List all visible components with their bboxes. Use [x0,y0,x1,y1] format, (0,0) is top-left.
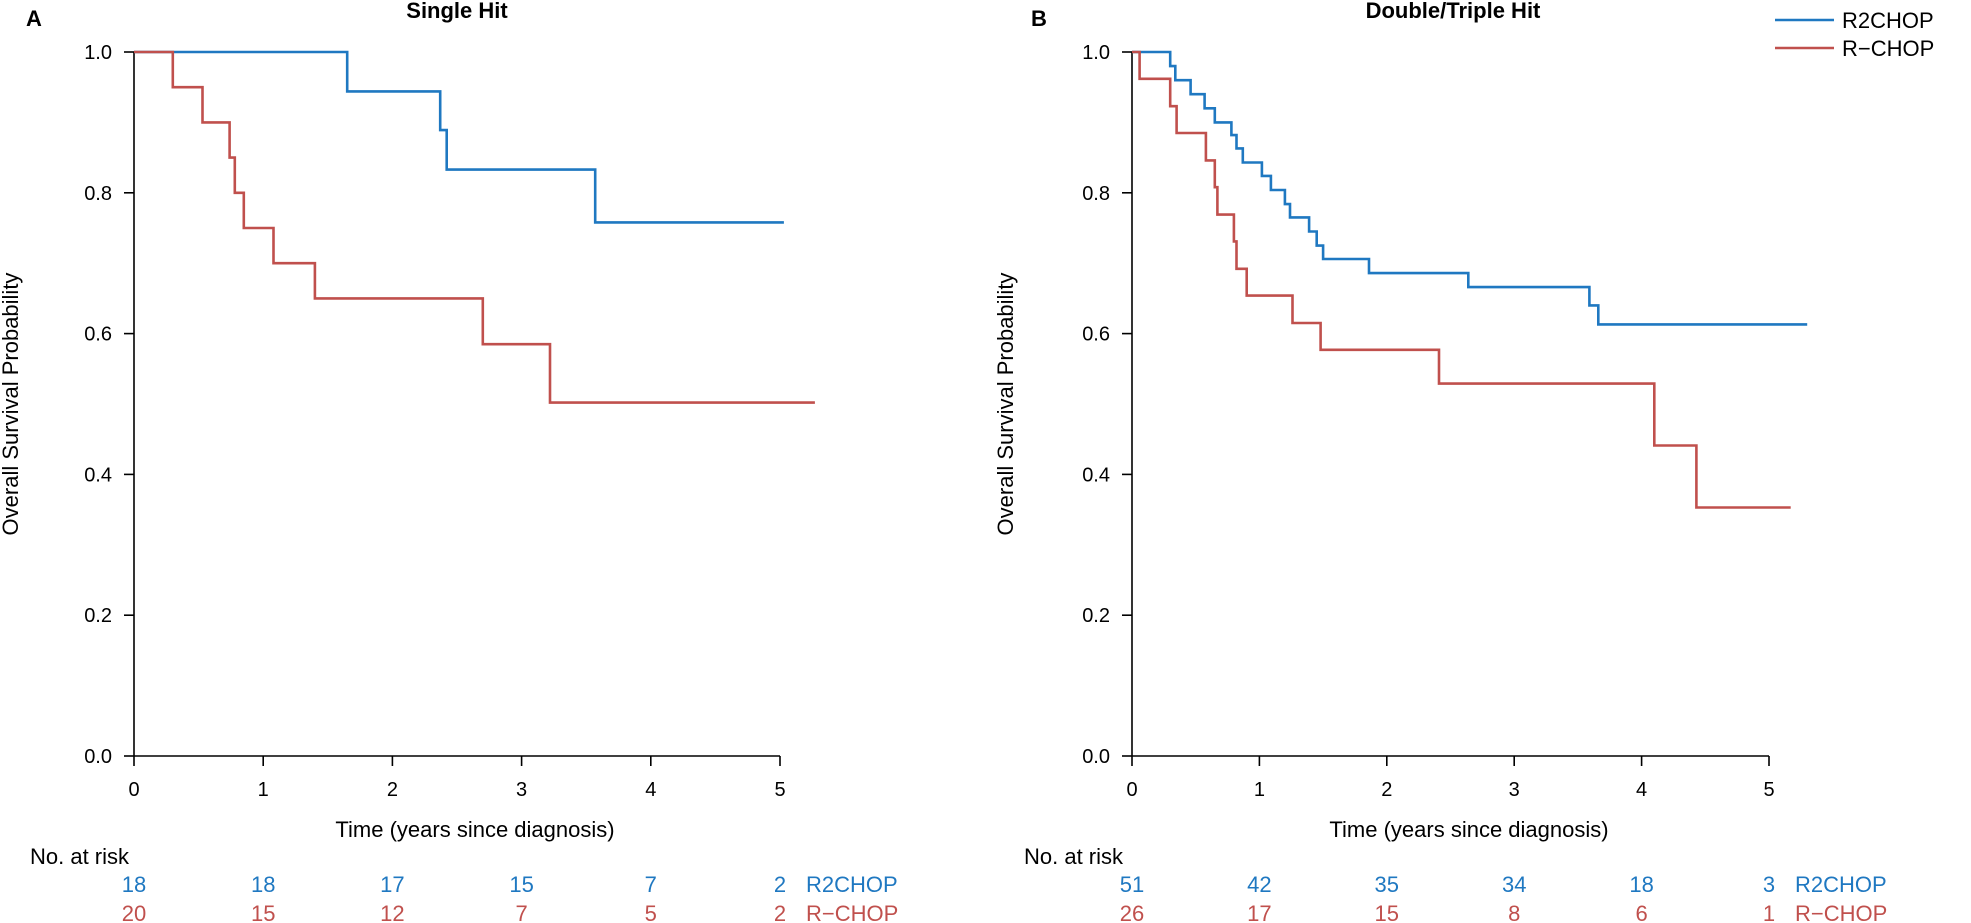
at-risk-count: 8 [1508,901,1520,923]
y-axis-ticks: 0.0 0.2 0.4 0.6 0.8 1.0 [84,42,134,768]
at-risk-count: 15 [251,901,275,923]
survival-curve-r-chop [1132,50,1791,509]
at-risk-count: 17 [380,872,404,897]
legend-label-r2chop: R2CHOP [1842,8,1934,33]
y-tick-label: 0.6 [84,324,112,346]
y-tick-label: 0.2 [1082,605,1110,627]
survival-curve-r2chop [134,50,784,224]
y-tick-label: 0.6 [1082,324,1110,346]
at-risk-count: 2 [774,901,786,923]
panel-letter: A [26,6,42,31]
at-risk-header: No. at risk [1024,844,1124,869]
at-risk-count: 15 [1375,901,1399,923]
at-risk-count: 51 [1120,872,1144,897]
at-risk-count: 5 [645,901,657,923]
x-axis-ticks: 0 1 2 3 4 5 [128,756,786,801]
at-risk-count: 18 [122,872,146,897]
chart-title: Double/Triple Hit [1366,0,1541,23]
at-risk-count: 1 [1763,901,1775,923]
chart-title: Single Hit [406,0,508,23]
y-tick-label: 0.8 [1082,183,1110,205]
x-tick-label: 1 [1254,779,1265,801]
at-risk-count: 15 [509,872,533,897]
y-tick-label: 0.0 [1082,746,1110,768]
y-tick-label: 0.4 [84,464,112,486]
x-tick-label: 4 [645,779,656,801]
x-axis-title: Time (years since diagnosis) [335,817,614,842]
y-tick-label: 0.0 [84,746,112,768]
at-risk-row-name-r2chop: R2CHOP [806,872,898,897]
at-risk-count: 26 [1120,901,1144,923]
at-risk-count: 7 [645,872,657,897]
at-risk-count: 18 [1629,872,1653,897]
at-risk-table: 51 42 35 34 18 3 26 17 15 8 6 1 [1120,872,1775,923]
y-tick-label: 0.4 [1082,464,1110,486]
at-risk-table: 18 18 17 15 7 2 20 15 12 7 5 2 [122,872,786,923]
at-risk-count: 3 [1763,872,1775,897]
at-risk-count: 18 [251,872,275,897]
panel-double-triple-hit: B Double/Triple Hit 0.0 0.2 0.4 0.6 0.8 1.0 0… [993,0,1887,923]
x-tick-label: 3 [516,779,527,801]
at-risk-row-name-r2chop: R2CHOP [1795,872,1887,897]
x-tick-label: 0 [1126,779,1137,801]
at-risk-header: No. at risk [30,844,130,869]
survival-curve-r-chop [134,50,815,404]
legend-label-r-chop: R−CHOP [1842,36,1934,61]
x-tick-label: 2 [1381,779,1392,801]
y-tick-label: 0.2 [84,605,112,627]
panel-letter: B [1031,6,1047,31]
legend: R2CHOP R−CHOP [1775,8,1934,61]
y-axis-title: Overall Survival Probability [993,273,1018,536]
at-risk-count: 7 [515,901,527,923]
x-axis-ticks: 0 1 2 3 4 5 [1126,756,1775,801]
x-tick-label: 0 [128,779,139,801]
y-axis-title: Overall Survival Probability [0,273,23,536]
x-tick-label: 5 [1763,779,1774,801]
at-risk-row-name-r-chop: R−CHOP [1795,901,1887,923]
at-risk-count: 35 [1375,872,1399,897]
x-tick-label: 2 [387,779,398,801]
x-tick-label: 3 [1509,779,1520,801]
at-risk-count: 34 [1502,872,1526,897]
survival-curve-r2chop [1132,50,1808,326]
x-tick-label: 5 [774,779,785,801]
y-tick-label: 1.0 [84,42,112,64]
at-risk-count: 20 [122,901,146,923]
y-tick-label: 0.8 [84,183,112,205]
x-tick-label: 1 [258,779,269,801]
at-risk-count: 6 [1635,901,1647,923]
at-risk-count: 2 [774,872,786,897]
at-risk-count: 17 [1247,901,1271,923]
x-tick-label: 4 [1636,779,1647,801]
y-tick-label: 1.0 [1082,42,1110,64]
x-axis-title: Time (years since diagnosis) [1329,817,1608,842]
at-risk-row-name-r-chop: R−CHOP [806,901,898,923]
y-axis-ticks: 0.0 0.2 0.4 0.6 0.8 1.0 [1082,42,1132,768]
at-risk-count: 42 [1247,872,1271,897]
at-risk-count: 12 [380,901,404,923]
